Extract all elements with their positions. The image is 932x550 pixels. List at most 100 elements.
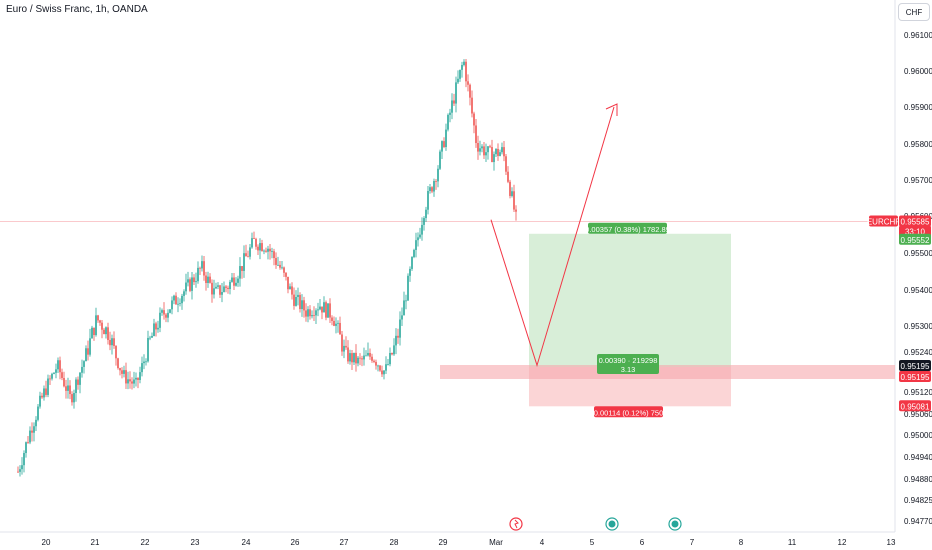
candle-body: [129, 379, 131, 382]
candle-body: [161, 310, 163, 313]
currency-button[interactable]: CHF: [898, 3, 930, 21]
candle-body: [381, 370, 383, 375]
candle-body: [157, 327, 159, 330]
position-zones: [0, 221, 895, 407]
candle-body: [387, 364, 389, 366]
candle-body: [357, 357, 359, 364]
candle-body: [45, 388, 47, 395]
candle-body: [155, 323, 157, 330]
candle-body: [243, 253, 245, 271]
candle-body: [463, 61, 465, 65]
candle-body: [379, 365, 381, 371]
candle-body: [169, 309, 171, 313]
candle-body: [191, 277, 193, 291]
time-axis[interactable]: 20 21 22 23 24 26 27 28 29 Mar 4 5 6 7 8 11 12 13: [42, 538, 896, 547]
candle-body: [251, 238, 253, 248]
candle-body: [73, 393, 75, 403]
candle-body: [509, 181, 511, 196]
candle-body: [389, 352, 391, 365]
candle-body: [87, 348, 89, 355]
candle-body: [85, 348, 87, 362]
candle-body: [487, 146, 489, 153]
candle-body: [151, 335, 153, 338]
candle-body: [431, 187, 433, 192]
candle-body: [187, 279, 189, 283]
candle-body: [115, 345, 117, 359]
candle-body: [189, 279, 191, 291]
candle-body: [371, 356, 373, 361]
candle-body: [205, 275, 207, 284]
grid: [0, 0, 896, 533]
price-tick-label: 0.94940: [904, 453, 932, 462]
candle-body: [477, 143, 479, 152]
candle-body: [221, 292, 223, 295]
target-price-tag-bg: [899, 233, 931, 245]
candle-body: [297, 294, 299, 298]
event-dot-icon: [671, 520, 679, 528]
candle-body: [59, 360, 61, 373]
candle-body: [135, 377, 137, 380]
candles: [17, 59, 517, 477]
time-tick-label: 11: [788, 538, 797, 547]
candle-body: [277, 264, 279, 266]
time-tick-label: 20: [42, 538, 51, 547]
candle-body: [223, 286, 225, 293]
candle-body: [327, 303, 329, 318]
candle-body: [283, 267, 285, 273]
candle-body: [415, 240, 417, 250]
candle-body: [461, 64, 463, 70]
candle-body: [31, 430, 33, 433]
candle-body: [285, 272, 287, 277]
time-tick-label: 12: [838, 538, 847, 547]
candle-body: [275, 258, 277, 265]
entry-label-text: 3.13: [621, 365, 636, 374]
candle-body: [83, 361, 85, 367]
candle-body: [53, 372, 55, 374]
candle-body: [405, 300, 407, 302]
candle-body: [435, 181, 437, 182]
candle-body: [419, 234, 421, 238]
event-markers[interactable]: [509, 517, 682, 531]
candle-body: [101, 322, 103, 330]
candle-body: [425, 209, 427, 219]
price-tick-label: 0.95700: [904, 176, 932, 185]
candle-body: [137, 377, 139, 380]
candle-body: [289, 286, 291, 290]
candle-body: [455, 82, 457, 104]
candle-body: [303, 300, 305, 311]
candle-body: [143, 361, 145, 364]
candle-body: [117, 358, 119, 369]
candle-body: [215, 286, 217, 289]
candle-body: [57, 360, 59, 370]
time-tick-label: 29: [439, 538, 448, 547]
price-axis[interactable]: 0.961000.960000.959000.958000.957000.956…: [904, 31, 932, 526]
time-tick-label: 8: [739, 538, 744, 547]
candle-body: [385, 364, 387, 371]
candle-body: [367, 352, 369, 356]
stop-price-tag-text: 0.95081: [901, 402, 930, 411]
candle-body: [209, 276, 211, 283]
price-tick-label: 0.94770: [904, 517, 932, 526]
candle-body: [407, 275, 409, 301]
candle-body: [95, 315, 97, 336]
time-tick-label: 28: [390, 538, 399, 547]
candle-body: [343, 345, 345, 352]
candle-body: [91, 327, 93, 339]
price-tick-label: 0.95240: [904, 348, 932, 357]
candle-body: [237, 278, 239, 283]
price-tick-label: 0.95060: [904, 410, 932, 419]
target-label-text: 0.00357 (0.38%) 1782.89: [585, 225, 670, 234]
candle-body: [19, 469, 21, 472]
candle-body: [71, 394, 73, 403]
candle-body: [195, 281, 197, 283]
candle-body: [401, 315, 403, 320]
candle-body: [119, 368, 121, 371]
time-tick-label: 6: [640, 538, 645, 547]
candle-body: [397, 335, 399, 338]
entry-label-text: 0.00390 · 219298: [599, 356, 658, 365]
candle-body: [377, 365, 379, 367]
candle-body: [219, 285, 221, 295]
candle-body: [359, 357, 361, 359]
candle-body: [369, 352, 371, 357]
